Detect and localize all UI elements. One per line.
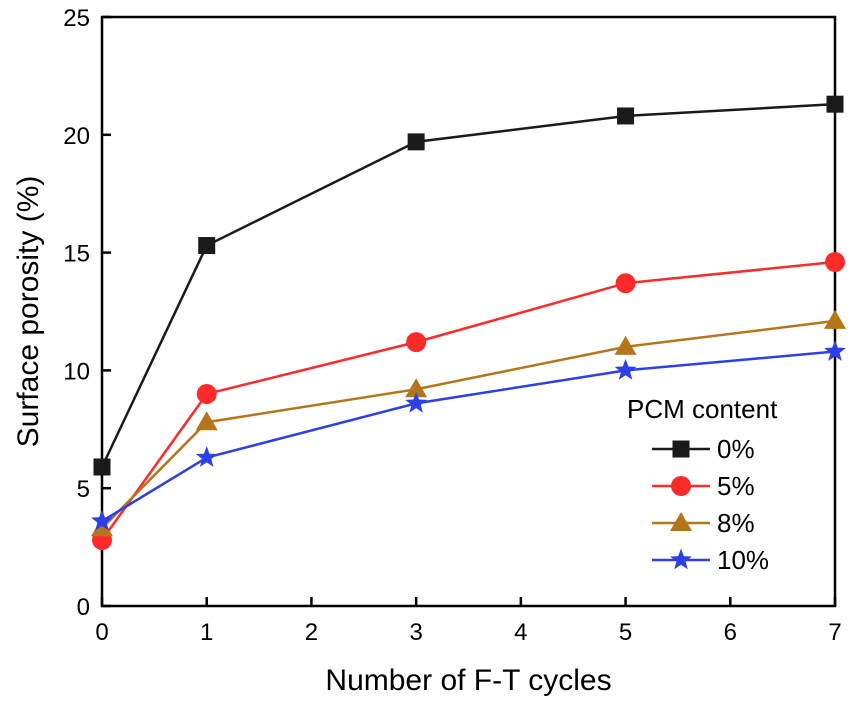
series-3 bbox=[91, 340, 846, 531]
legend-marker bbox=[672, 440, 690, 458]
data-point bbox=[196, 383, 217, 404]
legend-marker bbox=[671, 476, 691, 496]
x-tick-label: 0 bbox=[95, 619, 108, 646]
data-point bbox=[614, 335, 637, 355]
data-point bbox=[91, 517, 113, 537]
x-tick-label: 5 bbox=[619, 619, 632, 646]
data-point bbox=[405, 378, 428, 398]
plot-area: 0 1 2 3 4 5 6 7 0 5 10 15 20 25 bbox=[63, 5, 846, 646]
y-axis-title: Surface porosity (%) bbox=[12, 176, 45, 448]
data-point bbox=[405, 391, 428, 413]
x-tick-label: 2 bbox=[305, 619, 318, 646]
series-0 bbox=[93, 95, 844, 476]
x-tick-label: 7 bbox=[828, 619, 841, 646]
y-tick-label: 15 bbox=[63, 241, 90, 268]
data-point bbox=[198, 237, 216, 255]
data-point bbox=[91, 509, 113, 531]
legend-item: 8% bbox=[652, 508, 755, 538]
y-tick-label: 5 bbox=[77, 476, 90, 503]
series-2 bbox=[91, 309, 846, 537]
legend-item: 0% bbox=[652, 434, 755, 464]
series-1 bbox=[92, 252, 845, 551]
data-point bbox=[824, 309, 846, 329]
x-axis-title: Number of F-T cycles bbox=[325, 664, 611, 697]
data-point bbox=[825, 252, 845, 273]
data-point bbox=[615, 273, 636, 294]
y-tick-label: 20 bbox=[63, 123, 90, 150]
x-tick-label: 3 bbox=[409, 619, 422, 646]
legend: PCM content 0% 5% 8% 10% bbox=[627, 394, 778, 575]
data-point bbox=[195, 446, 218, 467]
x-tick-label: 1 bbox=[200, 619, 213, 646]
data-point bbox=[614, 358, 637, 380]
x-tick-label: 6 bbox=[724, 619, 737, 646]
data-point bbox=[195, 411, 218, 431]
data-point bbox=[617, 107, 635, 125]
data-point bbox=[824, 340, 846, 361]
x-tick-label: 4 bbox=[514, 619, 527, 646]
data-point bbox=[407, 133, 425, 151]
legend-label: 8% bbox=[717, 508, 755, 538]
legend-label: 0% bbox=[717, 434, 755, 464]
y-tick-label: 0 bbox=[77, 594, 90, 621]
legend-marker bbox=[670, 512, 692, 531]
data-point bbox=[406, 332, 427, 353]
legend-label: 10% bbox=[717, 545, 769, 575]
legend-title: PCM content bbox=[627, 394, 778, 424]
y-tick-label: 10 bbox=[63, 358, 90, 385]
legend-item: 10% bbox=[652, 545, 769, 575]
legend-marker bbox=[670, 548, 692, 570]
y-tick-label: 25 bbox=[63, 5, 90, 32]
data-point bbox=[826, 95, 844, 113]
legend-label: 5% bbox=[717, 471, 755, 501]
legend-item: 5% bbox=[652, 471, 755, 501]
data-point bbox=[93, 458, 111, 476]
